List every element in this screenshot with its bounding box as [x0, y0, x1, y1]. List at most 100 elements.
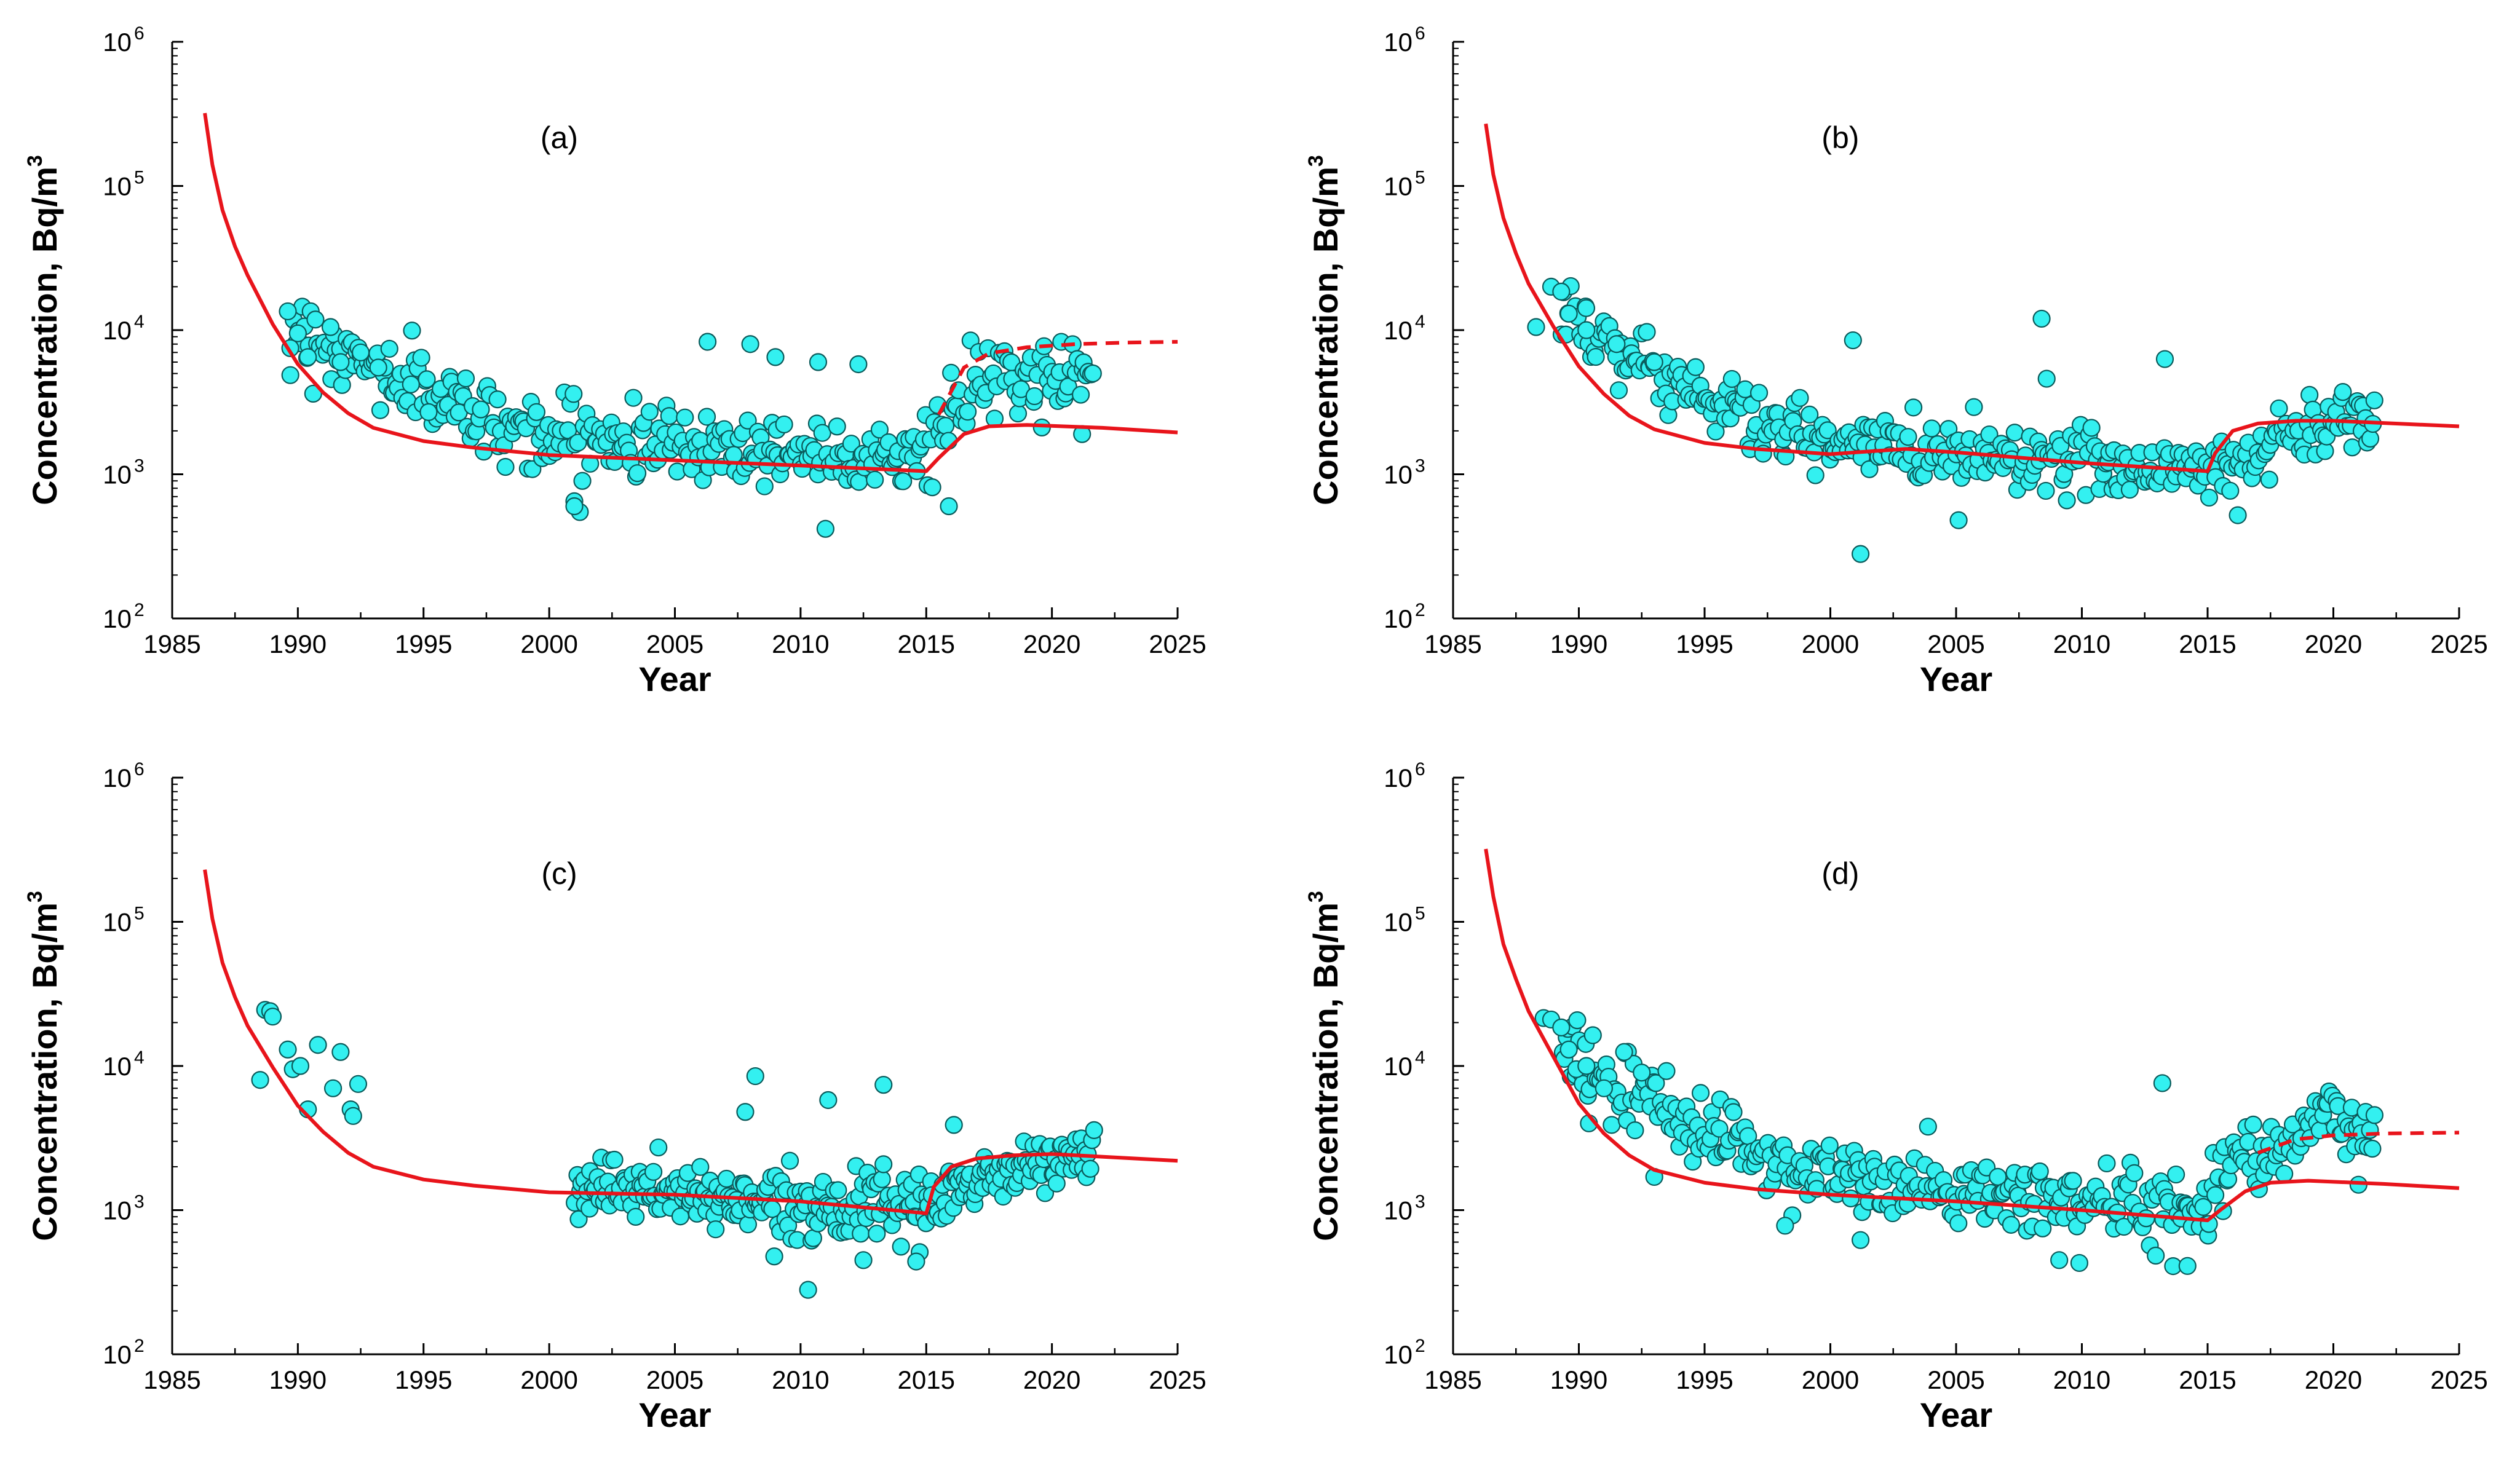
- data-point: [2365, 1106, 2384, 1124]
- x-tick-label: 2020: [1023, 1365, 1080, 1394]
- data-point: [2363, 1139, 2382, 1158]
- y-tick-exponent: 6: [1415, 759, 1425, 779]
- model-curve: [1484, 848, 2460, 1223]
- model-curve-dashed: [2257, 1131, 2460, 1155]
- data-point: [2343, 438, 2361, 457]
- x-tick-label: 2010: [2053, 630, 2110, 658]
- data-point: [1071, 385, 1090, 404]
- data-point: [766, 348, 785, 366]
- data-point: [605, 1150, 624, 1169]
- data-point: [624, 389, 643, 407]
- data-point: [907, 1252, 925, 1271]
- data-point: [1059, 377, 1077, 396]
- data-point: [1706, 422, 1725, 441]
- data-point: [2275, 1164, 2294, 1183]
- data-point: [819, 1091, 838, 1110]
- data-point: [1036, 1184, 1055, 1202]
- data-point: [842, 435, 860, 453]
- data-point: [1806, 466, 1825, 484]
- data-point: [1552, 1018, 1571, 1036]
- data-point: [1633, 1064, 1651, 1082]
- x-tick-label: 1990: [269, 1365, 327, 1394]
- y-tick-exponent: 2: [1415, 1336, 1425, 1356]
- y-tick-label: 10: [1384, 1196, 1413, 1225]
- x-tick-label: 2010: [2053, 1365, 2110, 1394]
- y-axis-title: Concentration, Bq/m3: [23, 891, 64, 1241]
- y-tick-label: 10: [1384, 28, 1413, 57]
- data-point: [1904, 398, 1923, 417]
- y-tick-exponent: 5: [1415, 904, 1425, 924]
- y-tick-exponent: 6: [1415, 23, 1425, 44]
- data-point: [780, 1151, 799, 1170]
- data-point: [2005, 424, 2024, 442]
- data-point: [1691, 1084, 1710, 1102]
- x-tick-label: 1990: [269, 630, 327, 658]
- x-tick-label: 2005: [646, 1365, 703, 1394]
- data-point: [333, 376, 351, 394]
- data-point: [628, 464, 647, 483]
- data-point: [456, 369, 475, 388]
- y-tick-label: 10: [103, 908, 132, 937]
- model-curve: [203, 112, 1178, 473]
- data-point: [854, 1251, 873, 1269]
- data-point: [2137, 1209, 2155, 1228]
- data-point: [1686, 358, 1705, 376]
- panel-label: (a): [541, 120, 578, 155]
- data-point: [741, 335, 759, 353]
- x-tick-label: 2005: [1927, 1365, 1984, 1394]
- data-point: [691, 1158, 710, 1176]
- data-point: [1645, 353, 1663, 371]
- observed-points: [1527, 277, 2383, 563]
- data-point: [331, 1043, 350, 1061]
- y-tick-exponent: 6: [134, 759, 145, 779]
- x-tick-label: 2000: [1802, 1365, 1859, 1394]
- data-point: [945, 1116, 963, 1134]
- data-point: [828, 417, 846, 436]
- x-tick-label: 2000: [520, 630, 577, 658]
- data-point: [1577, 299, 1596, 317]
- data-point: [304, 384, 322, 403]
- x-tick-label: 1990: [1550, 630, 1607, 658]
- data-point: [369, 358, 387, 377]
- y-tick-exponent: 4: [134, 1048, 145, 1068]
- data-point: [1949, 1214, 1968, 1233]
- data-point: [2115, 1217, 2133, 1236]
- data-point: [331, 353, 350, 371]
- x-tick-label: 2015: [2179, 1365, 2236, 1394]
- y-tick-label: 10: [1384, 908, 1413, 937]
- data-point: [2120, 480, 2139, 499]
- y-tick-label: 10: [103, 172, 132, 201]
- y-tick-exponent: 5: [1415, 168, 1425, 188]
- data-point: [2037, 369, 2056, 388]
- data-point: [1851, 545, 1870, 563]
- data-point: [2178, 1257, 2197, 1275]
- data-point: [1647, 1074, 1665, 1092]
- data-point: [866, 470, 884, 489]
- data-point: [2031, 1162, 2049, 1181]
- data-point: [1919, 1118, 1937, 1136]
- data-point: [1081, 1159, 1099, 1178]
- x-tick-label: 2015: [898, 630, 955, 658]
- data-point: [1577, 1057, 1596, 1075]
- panel-label: (c): [541, 856, 577, 891]
- x-tick-label: 1995: [395, 630, 452, 658]
- data-point: [894, 472, 913, 491]
- x-tick-label: 2000: [1802, 630, 1859, 658]
- data-point: [852, 1225, 870, 1243]
- x-tick-label: 1985: [1424, 1365, 1481, 1394]
- y-tick-label: 10: [103, 604, 132, 633]
- data-point: [309, 1036, 327, 1054]
- y-tick-exponent: 2: [134, 600, 145, 620]
- x-tick-label: 2015: [2179, 630, 2236, 658]
- x-tick-label: 2010: [772, 1365, 829, 1394]
- data-point: [2037, 481, 2055, 500]
- x-tick-label: 2010: [772, 630, 829, 658]
- data-point: [959, 403, 977, 421]
- x-tick-label: 2025: [1149, 630, 1206, 658]
- data-point: [1724, 1103, 1743, 1121]
- data-point: [1583, 1026, 1602, 1044]
- data-point: [627, 1207, 645, 1226]
- data-point: [1008, 404, 1028, 423]
